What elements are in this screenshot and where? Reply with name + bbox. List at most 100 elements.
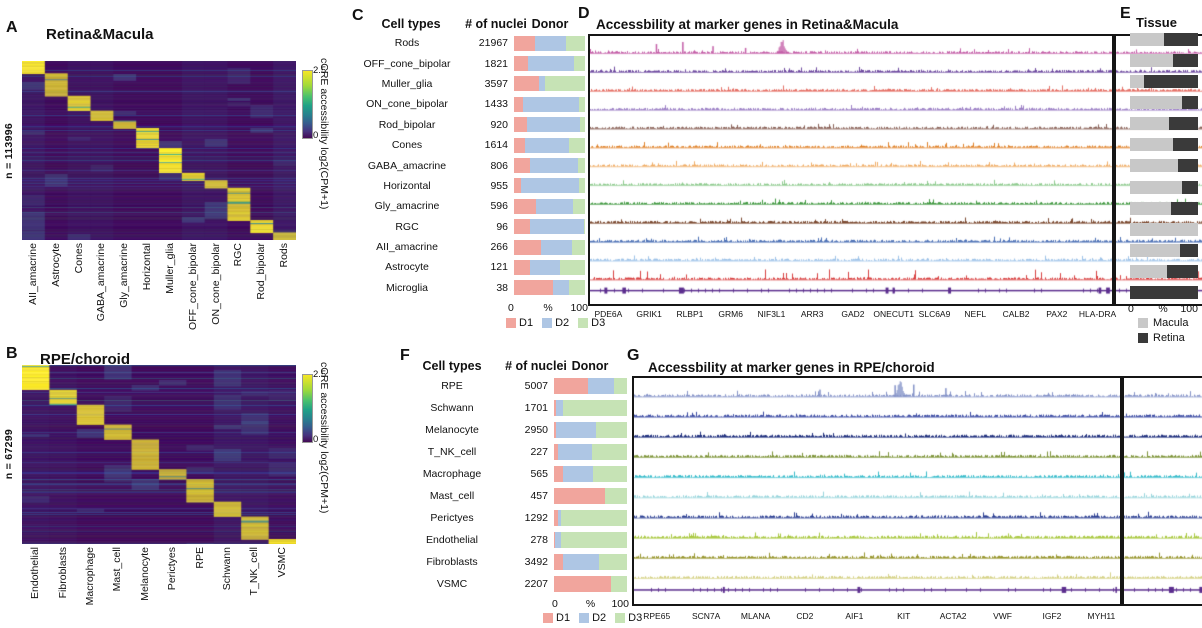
gene-label: GRM6	[718, 309, 743, 319]
donor-stacked-bar	[514, 96, 585, 112]
x-axis-label: Horizontal	[141, 243, 154, 291]
cell-type-name: Melanocyte	[425, 424, 479, 436]
x-axis-label-cell: Macrophage	[77, 547, 104, 627]
nuclei-count: 3492	[524, 556, 548, 568]
macula-segment	[1130, 180, 1183, 194]
panel-e-title: Tissue	[1136, 15, 1177, 30]
macula-segment	[1130, 96, 1183, 110]
cell-type-row: Astrocyte 121	[352, 257, 585, 277]
cell-type-name: Rod_bipolar	[378, 118, 436, 131]
gene-label: CALB2	[1002, 309, 1030, 319]
cell-type-row: ON_cone_bipolar 1433	[352, 94, 585, 114]
donor-stacked-bar	[554, 466, 627, 482]
x-axis-label: Melanocyte	[138, 547, 151, 601]
macula-segment	[1130, 117, 1170, 131]
track-column-canvas	[634, 378, 1120, 600]
x-axis-label: T_NK_cell	[248, 547, 261, 596]
panel-d-title: Accessbility at marker genes in Retina&M…	[596, 17, 899, 32]
x-axis-label: Endothelial	[29, 547, 42, 599]
donor-stacked-bar	[554, 378, 627, 394]
d1-swatch	[506, 318, 516, 328]
cell-type-name: Microglia	[385, 281, 428, 294]
x-axis-label-cell: Fibroblasts	[49, 547, 76, 627]
x-axis-label-cell: Mast_cell	[104, 547, 131, 627]
retina-segment	[1172, 54, 1198, 68]
gene-label: NEFL	[964, 309, 987, 319]
x-axis-label-cell: Horizontal	[136, 243, 159, 331]
donor-segment-d3	[560, 259, 585, 275]
donor-segment-d2	[521, 178, 580, 194]
donor-stacked-bar	[554, 488, 627, 504]
nuclei-count: 2950	[524, 424, 548, 436]
donor-stacked-bar	[554, 554, 627, 570]
x-axis-label: Rods	[278, 243, 291, 268]
donor-segment-d1	[554, 576, 611, 592]
gene-label: ONECUT1	[873, 309, 915, 319]
cell-type-name: RGC	[395, 220, 419, 233]
donor-stacked-bar	[514, 76, 585, 92]
macula-segment	[1130, 201, 1172, 215]
nuclei-count: 565	[530, 468, 548, 480]
donor-segment-d3	[583, 219, 585, 235]
x-axis-label-cell: Astrocyte	[45, 243, 68, 331]
cell-type-row: Rods 21967	[352, 33, 585, 53]
tissue-bar	[1130, 96, 1198, 110]
donor-stacked-bar	[514, 158, 585, 174]
donor-segment-d1	[514, 158, 530, 174]
panel-a-title: Retina&Macula	[46, 26, 154, 43]
macula-segment	[1130, 264, 1168, 278]
panel-b-n-label: n = 67299	[3, 429, 15, 480]
x-axis-label-cell: RPE	[186, 547, 213, 627]
donor-segment-d3	[580, 117, 585, 133]
panel-g-track-grid	[632, 376, 1202, 606]
donor-segment-d3	[544, 76, 585, 92]
gene-label: HLA-DRA	[1078, 309, 1117, 319]
nuclei-count: 278	[530, 534, 548, 546]
tissue-bar	[1130, 159, 1198, 173]
donor-segment-d3	[565, 35, 585, 51]
heatmap-b-canvas	[22, 365, 296, 544]
legend-item-d3: D3	[615, 612, 642, 624]
donor-segment-d2	[562, 554, 600, 570]
gene-column-box	[588, 34, 1114, 306]
nuclei-count: 955	[490, 179, 508, 192]
nuclei-count: 3597	[484, 77, 508, 90]
donor-segment-d2	[553, 280, 570, 296]
donor-segment-d3	[599, 554, 627, 570]
gene-label: SCN7A	[691, 611, 721, 621]
donor-segment-d3	[560, 510, 627, 526]
gene-label: AIF1	[845, 611, 864, 621]
panel-c-header-celltypes: Cell types	[381, 17, 441, 31]
legend-item-retina: Retina	[1138, 332, 1185, 344]
donor-stacked-bar	[514, 259, 585, 275]
legend-item-macula: Macula	[1138, 317, 1188, 329]
retina-segment	[1171, 201, 1198, 215]
x-axis-label: Cones	[72, 243, 85, 274]
cell-type-row: Macrophage 565	[402, 463, 631, 485]
x-axis-label-cell: T_NK_cell	[241, 547, 268, 627]
cell-type-row: GABA_amacrine 806	[352, 155, 585, 175]
x-axis-label: AII_amacrine	[26, 243, 39, 305]
donor-segment-d3	[593, 466, 627, 482]
panel-f-table: RPE 5007 Schwann 1701 Melanocyte 2950 T_NK_cel…	[402, 375, 631, 595]
gene-label: SLC6A9	[918, 309, 951, 319]
donor-segment-d1	[554, 466, 563, 482]
cell-type-row: Muller_glia 3597	[352, 74, 585, 94]
panel-f-legend: D1 D2 D3	[543, 612, 642, 624]
x-axis-label-cell: Rod_bipolar	[250, 243, 273, 331]
panel-g-label: G	[627, 347, 640, 364]
donor-segment-d1	[514, 178, 522, 194]
donor-segment-d2	[528, 56, 575, 72]
panel-e-bars	[1130, 33, 1198, 299]
donor-segment-d2	[524, 137, 569, 153]
gene-label: GAD2	[841, 309, 865, 319]
x-axis-label: RPE	[193, 547, 206, 569]
macula-segment	[1130, 222, 1198, 236]
donor-segment-d3	[595, 422, 627, 438]
cell-type-name: Astrocyte	[385, 261, 429, 274]
cell-type-name: VSMC	[436, 578, 468, 590]
gene-label: CD2	[796, 611, 814, 621]
donor-segment-d1	[514, 35, 536, 51]
donor-segment-d2	[588, 378, 614, 394]
donor-segment-d2	[526, 117, 581, 133]
